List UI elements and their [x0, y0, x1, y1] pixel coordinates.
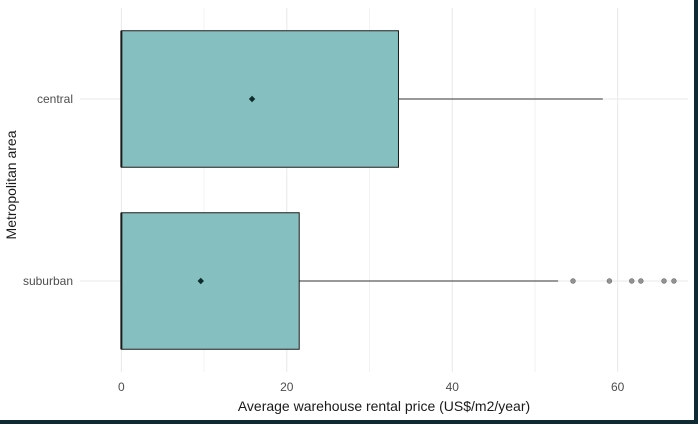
box-suburban [120, 212, 300, 350]
box-central [120, 30, 399, 168]
y-tick-label: suburban [23, 274, 73, 288]
box-layer [120, 30, 677, 350]
outlier-point [671, 278, 677, 284]
x-tick-label: 40 [446, 380, 460, 394]
outlier-point [638, 278, 644, 284]
mean-marker [248, 95, 256, 103]
x-tick-label: 60 [611, 380, 625, 394]
mean-marker [197, 277, 204, 285]
x-tick-labels: 0 20 40 60 [118, 380, 625, 394]
x-axis-title: Average warehouse rental price (US$/m2/y… [238, 398, 530, 414]
x-tick-label: 0 [118, 380, 125, 394]
y-tick-labels: central suburban [23, 92, 73, 288]
y-tick-label: central [37, 92, 73, 106]
outlier-point [606, 278, 613, 284]
outlier-point [629, 278, 635, 284]
y-axis-title: Metropolitan area [3, 130, 19, 239]
outlier-point [570, 278, 576, 284]
outlier-point [661, 278, 667, 284]
x-tick-label: 20 [280, 380, 294, 394]
